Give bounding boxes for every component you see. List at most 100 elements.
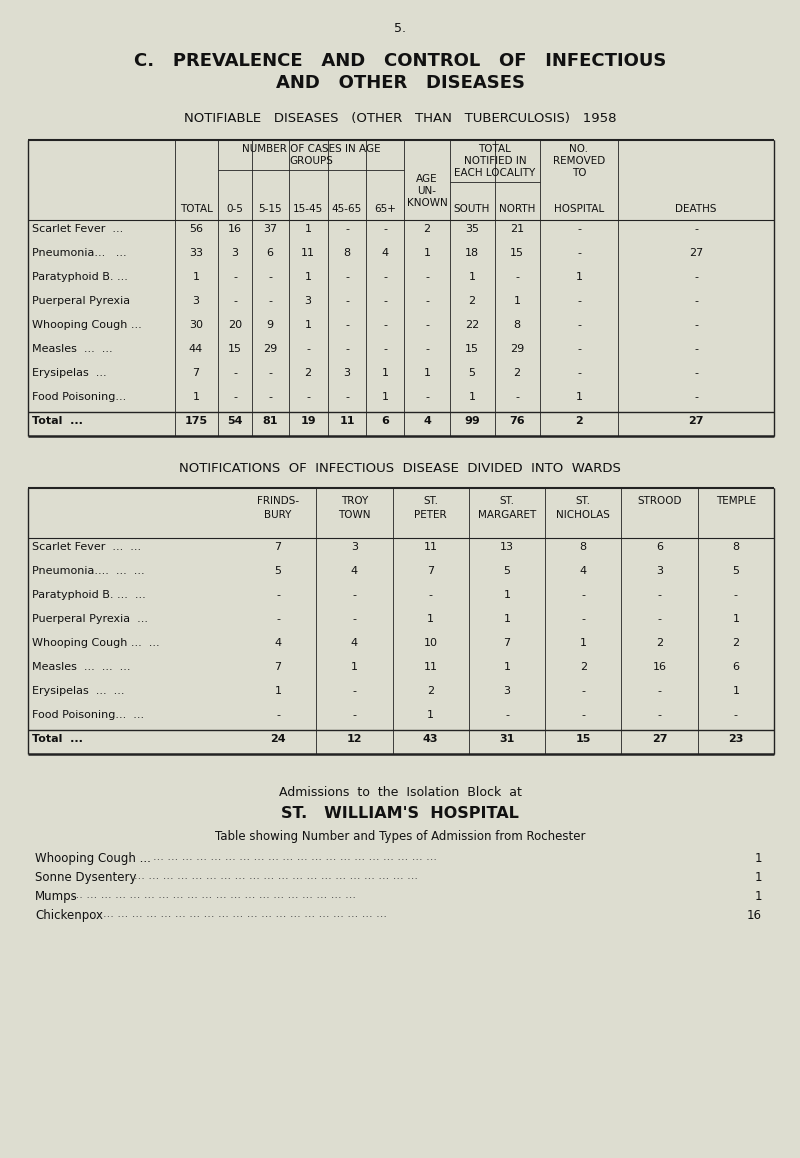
Text: -: -	[345, 296, 349, 306]
Text: -: -	[268, 272, 272, 283]
Text: -: -	[345, 272, 349, 283]
Text: FRINDS-: FRINDS-	[257, 496, 299, 506]
Text: 6: 6	[266, 248, 274, 258]
Text: Measles  ...  ...: Measles ... ...	[32, 344, 113, 354]
Text: 16: 16	[228, 223, 242, 234]
Text: 4: 4	[274, 638, 282, 648]
Text: 37: 37	[263, 223, 277, 234]
Text: -: -	[345, 320, 349, 330]
Text: 1: 1	[514, 296, 521, 306]
Text: 1: 1	[351, 662, 358, 672]
Text: -: -	[276, 710, 280, 720]
Text: Scarlet Fever  ...  ...: Scarlet Fever ... ...	[32, 542, 141, 552]
Text: Sonne Dysentery: Sonne Dysentery	[35, 871, 137, 884]
Text: 3: 3	[231, 248, 238, 258]
Text: Pneumonia...   ...: Pneumonia... ...	[32, 248, 126, 258]
Text: C.   PREVALENCE   AND   CONTROL   OF   INFECTIOUS: C. PREVALENCE AND CONTROL OF INFECTIOUS	[134, 52, 666, 69]
Text: -: -	[505, 710, 509, 720]
Text: -: -	[425, 296, 429, 306]
Text: NOTIFIED IN: NOTIFIED IN	[464, 156, 526, 166]
Text: -: -	[276, 589, 280, 600]
Text: DEATHS: DEATHS	[675, 204, 717, 214]
Text: 81: 81	[262, 416, 278, 426]
Text: 5: 5	[503, 566, 510, 576]
Text: 5.: 5.	[394, 22, 406, 35]
Text: -: -	[383, 320, 387, 330]
Text: TEMPLE: TEMPLE	[716, 496, 756, 506]
Text: -: -	[658, 589, 662, 600]
Text: 31: 31	[499, 734, 514, 743]
Text: -: -	[582, 589, 586, 600]
Text: Erysipelas  ...  ...: Erysipelas ... ...	[32, 686, 125, 696]
Text: -: -	[515, 393, 519, 402]
Text: ST.   WILLIAM'S  HOSPITAL: ST. WILLIAM'S HOSPITAL	[281, 806, 519, 821]
Text: 8: 8	[580, 542, 587, 552]
Text: 1: 1	[427, 710, 434, 720]
Text: 1: 1	[423, 248, 430, 258]
Text: ST.: ST.	[499, 496, 514, 506]
Text: -: -	[233, 272, 237, 283]
Text: -: -	[353, 686, 357, 696]
Text: NOTIFIABLE   DISEASES   (OTHER   THAN   TUBERCULOSIS)   1958: NOTIFIABLE DISEASES (OTHER THAN TUBERCUL…	[184, 112, 616, 125]
Text: -: -	[694, 320, 698, 330]
Text: -: -	[425, 393, 429, 402]
Text: -: -	[577, 320, 581, 330]
Text: Paratyphoid B. ...  ...: Paratyphoid B. ... ...	[32, 589, 146, 600]
Text: 1: 1	[754, 852, 762, 865]
Text: -: -	[429, 589, 433, 600]
Text: 3: 3	[305, 296, 311, 306]
Text: 7: 7	[274, 542, 282, 552]
Text: NUMBER OF CASES IN AGE: NUMBER OF CASES IN AGE	[242, 144, 380, 154]
Text: Scarlet Fever  ...: Scarlet Fever ...	[32, 223, 123, 234]
Text: -: -	[577, 344, 581, 354]
Text: 175: 175	[185, 416, 207, 426]
Text: AGE: AGE	[416, 174, 438, 184]
Text: 0-5: 0-5	[226, 204, 243, 214]
Text: 1: 1	[305, 272, 311, 283]
Text: 99: 99	[464, 416, 480, 426]
Text: ... ... ... ... ... ... ... ... ... ... ... ... ... ... ... ... ... ... ... ...: ... ... ... ... ... ... ... ... ... ... …	[72, 891, 356, 900]
Text: 15: 15	[228, 344, 242, 354]
Text: 13: 13	[500, 542, 514, 552]
Text: 1: 1	[423, 368, 430, 378]
Text: 6: 6	[732, 662, 739, 672]
Text: 1: 1	[575, 393, 582, 402]
Text: 3: 3	[193, 296, 199, 306]
Text: 2: 2	[656, 638, 663, 648]
Text: -: -	[425, 272, 429, 283]
Text: -: -	[306, 393, 310, 402]
Text: MARGARET: MARGARET	[478, 510, 536, 520]
Text: 1: 1	[469, 272, 475, 283]
Text: -: -	[383, 296, 387, 306]
Text: ... ... ... ... ... ... ... ... ... ... ... ... ... ... ... ... ... ... ... ...: ... ... ... ... ... ... ... ... ... ... …	[134, 871, 418, 881]
Text: 3: 3	[503, 686, 510, 696]
Text: 16: 16	[747, 909, 762, 922]
Text: 1: 1	[754, 891, 762, 903]
Text: NO.: NO.	[570, 144, 589, 154]
Text: ... ... ... ... ... ... ... ... ... ... ... ... ... ... ... ... ... ... ... ...: ... ... ... ... ... ... ... ... ... ... …	[103, 909, 387, 919]
Text: STROOD: STROOD	[638, 496, 682, 506]
Text: -: -	[577, 368, 581, 378]
Text: -: -	[345, 223, 349, 234]
Text: 18: 18	[465, 248, 479, 258]
Text: -: -	[577, 248, 581, 258]
Text: 29: 29	[263, 344, 277, 354]
Text: SOUTH: SOUTH	[454, 204, 490, 214]
Text: 27: 27	[652, 734, 667, 743]
Text: 35: 35	[465, 223, 479, 234]
Text: Total  ...: Total ...	[32, 734, 83, 743]
Text: -: -	[658, 614, 662, 624]
Text: -: -	[694, 344, 698, 354]
Text: 11: 11	[424, 662, 438, 672]
Text: Total  ...: Total ...	[32, 416, 83, 426]
Text: -: -	[577, 223, 581, 234]
Text: 2: 2	[732, 638, 739, 648]
Text: -: -	[383, 344, 387, 354]
Text: NOTIFICATIONS  OF  INFECTIOUS  DISEASE  DIVIDED  INTO  WARDS: NOTIFICATIONS OF INFECTIOUS DISEASE DIVI…	[179, 462, 621, 475]
Text: 5: 5	[732, 566, 739, 576]
Text: -: -	[345, 393, 349, 402]
Text: Whooping Cough ...: Whooping Cough ...	[32, 320, 142, 330]
Text: TOTAL: TOTAL	[478, 144, 511, 154]
Text: BURY: BURY	[265, 510, 292, 520]
Text: UN-: UN-	[418, 186, 437, 196]
